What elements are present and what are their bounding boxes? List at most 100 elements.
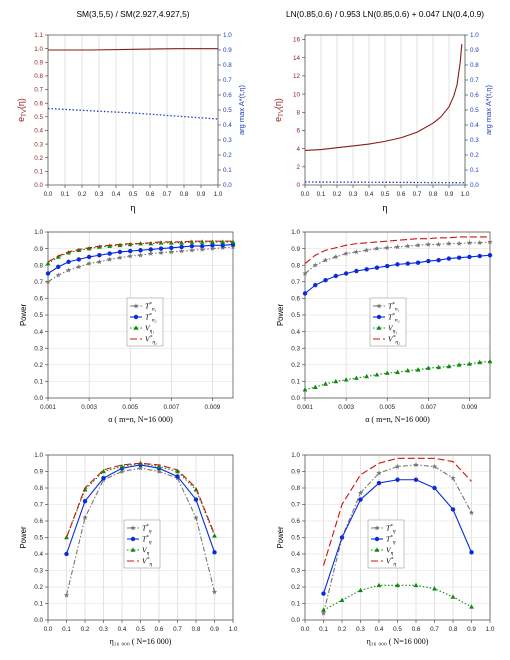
data-point-star bbox=[431, 463, 438, 469]
x-axis-label: η bbox=[130, 203, 135, 214]
y-tick-label: 0.1 bbox=[34, 379, 43, 386]
data-point-star bbox=[82, 514, 88, 520]
data-point-dot bbox=[376, 480, 382, 486]
data-point-dot bbox=[395, 477, 400, 482]
y-tick-label: 10 bbox=[293, 91, 301, 98]
x-tick-label: 1.0 bbox=[486, 626, 495, 633]
y-tick-label: 0.8 bbox=[34, 73, 43, 80]
data-point-star bbox=[230, 244, 236, 250]
x-tick-label: 1.0 bbox=[461, 191, 470, 198]
y-tick-label: 0.7 bbox=[34, 87, 43, 94]
chart-panel-3: 0.001 0.003 0.005 0.007 0.009 0.0 0.1 0.2 0.3 0.4… bbox=[19, 229, 236, 424]
y-tick-label: 0.9 bbox=[291, 246, 300, 253]
data-point-star bbox=[211, 589, 218, 595]
data-point-triangle bbox=[312, 384, 318, 390]
y-tick-label: 0.7 bbox=[34, 502, 43, 509]
y-tick-label: 6 bbox=[296, 128, 300, 135]
y2-tick-label: 0.5 bbox=[223, 107, 232, 114]
y2-tick-label: 0.4 bbox=[470, 122, 479, 129]
data-point-triangle bbox=[469, 604, 474, 609]
data-point-triangle bbox=[456, 362, 462, 367]
x-axis-label: α ( m=n, N=16 000) bbox=[365, 415, 430, 424]
data-point-star bbox=[353, 249, 360, 255]
data-point-dot bbox=[45, 271, 51, 276]
y2-tick-label: 0.9 bbox=[470, 47, 479, 54]
data-point-star bbox=[320, 610, 327, 616]
y2-tick-label: 0.8 bbox=[470, 62, 479, 69]
data-point-triangle bbox=[364, 373, 370, 379]
y-tick-label: 0.4 bbox=[34, 551, 43, 558]
data-point-star bbox=[374, 245, 380, 251]
x-tick-label: 0.2 bbox=[81, 626, 90, 633]
x-tick-label: 0.3 bbox=[95, 191, 104, 198]
legend-label: V*η bbox=[142, 557, 152, 568]
chart-panel-5: 0.0 0.1 0.2 0.3 0.4 0.5 0.6 0.7 0.8 0.9 1.0 0.0 0.1 0… bbox=[19, 452, 238, 646]
y-tick-label: 0.4 bbox=[291, 551, 300, 558]
data-point-star bbox=[117, 254, 123, 260]
series-line-2 bbox=[304, 181, 466, 184]
data-point-dot bbox=[467, 254, 472, 260]
data-point-star bbox=[133, 303, 139, 309]
x-tick-label: 0.7 bbox=[163, 191, 172, 198]
data-point-triangle bbox=[376, 325, 382, 330]
y-tick-label: 0.7 bbox=[291, 502, 300, 509]
data-point-star bbox=[394, 463, 401, 469]
data-point-dot bbox=[86, 254, 92, 260]
series-line-4 bbox=[322, 457, 472, 566]
y-tick-label: 0.6 bbox=[34, 100, 43, 107]
data-point-dot bbox=[413, 477, 419, 482]
x-tick-label: 0.005 bbox=[379, 404, 395, 411]
x-tick-label: 0.005 bbox=[122, 404, 138, 411]
data-point-triangle bbox=[119, 463, 125, 469]
legend-label: T*n₁ bbox=[145, 302, 157, 313]
x-tick-label: 0.4 bbox=[118, 626, 127, 633]
legend-label: Vη bbox=[386, 546, 394, 557]
data-point-dot bbox=[432, 485, 437, 491]
data-point-star bbox=[405, 243, 411, 249]
data-point-dot bbox=[179, 244, 184, 250]
data-point-triangle bbox=[477, 359, 483, 365]
data-point-star bbox=[168, 249, 174, 255]
y-tick-label: 0.3 bbox=[34, 141, 43, 148]
y-tick-label: 12 bbox=[293, 73, 301, 80]
y-tick-label: 0.6 bbox=[34, 296, 43, 303]
y-tick-label: 0.6 bbox=[291, 296, 300, 303]
data-point-dot bbox=[487, 253, 493, 258]
data-point-triangle bbox=[436, 364, 442, 370]
x-tick-label: 0.4 bbox=[375, 626, 384, 633]
y-tick-label: 0.1 bbox=[34, 601, 43, 608]
y2-tick-label: 0.9 bbox=[223, 47, 232, 54]
y2-tick-label: 0.3 bbox=[470, 137, 479, 144]
data-point-star bbox=[333, 254, 339, 260]
data-point-dot bbox=[130, 536, 136, 542]
x-tick-label: 0.8 bbox=[429, 191, 438, 198]
data-point-triangle bbox=[374, 547, 380, 552]
data-point-star bbox=[446, 240, 452, 246]
data-point-triangle bbox=[130, 547, 136, 552]
legend-label: T*η bbox=[386, 524, 396, 535]
x-tick-label: 0.1 bbox=[317, 191, 326, 198]
data-point-star bbox=[450, 475, 456, 481]
data-point-star bbox=[394, 244, 401, 250]
data-point-dot bbox=[175, 474, 180, 479]
x-tick-label: 0.7 bbox=[413, 191, 422, 198]
data-point-dot bbox=[436, 258, 441, 263]
data-point-dot bbox=[374, 265, 380, 270]
x-tick-label: 0.2 bbox=[338, 626, 347, 633]
data-point-star bbox=[189, 247, 195, 253]
data-point-star bbox=[119, 468, 125, 474]
data-point-triangle bbox=[302, 387, 308, 392]
y2-tick-label: 0.7 bbox=[470, 77, 479, 84]
data-point-triangle bbox=[45, 260, 51, 266]
legend-label: V*η₂ bbox=[388, 335, 400, 346]
y-tick-label: 0.1 bbox=[291, 379, 300, 386]
y-tick-label: 0.6 bbox=[34, 518, 43, 525]
y-tick-label: 1.0 bbox=[291, 452, 300, 459]
x-tick-label: 0.5 bbox=[393, 626, 402, 633]
x-tick-label: 1.0 bbox=[229, 626, 238, 633]
data-point-triangle bbox=[353, 375, 359, 380]
y-axis-label: Power bbox=[276, 304, 285, 327]
data-point-star bbox=[357, 490, 364, 496]
